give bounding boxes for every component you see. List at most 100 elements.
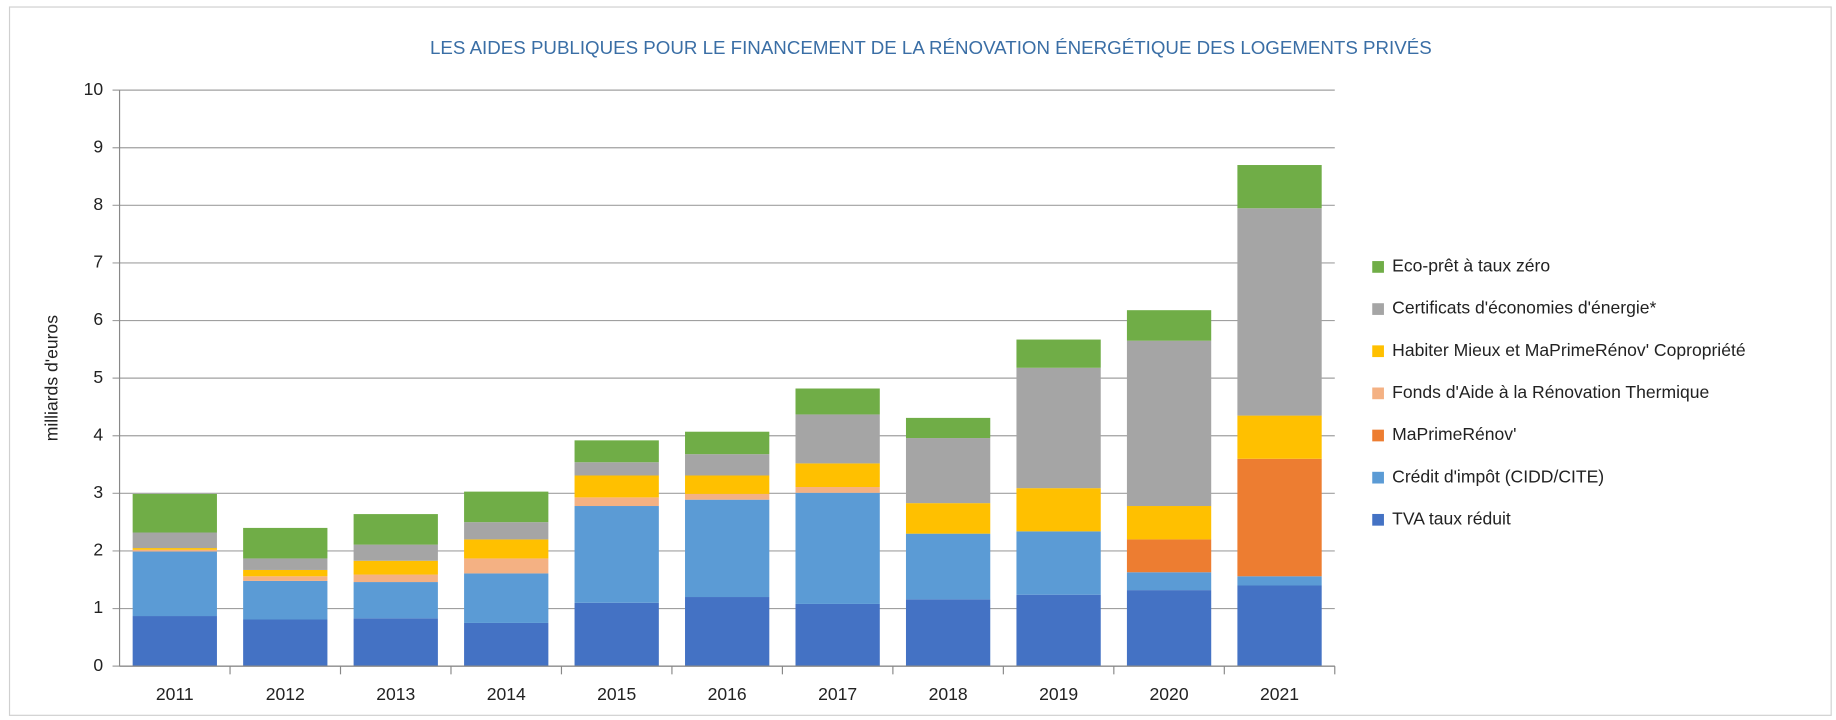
x-tick-label: 2012	[266, 684, 305, 704]
bar-segment	[685, 499, 770, 598]
bar-segment	[574, 602, 659, 667]
y-tick-label: 9	[93, 136, 103, 156]
bar-segment	[685, 493, 770, 500]
bar-segment	[1237, 165, 1322, 209]
bar-segment	[795, 414, 880, 464]
bar-segment	[574, 462, 659, 476]
bar-segment	[1126, 590, 1212, 667]
legend-label: Habiter Mieux et MaPrimeRénov' Coproprié…	[1392, 340, 1745, 360]
bar-segment	[685, 431, 770, 455]
x-tick-label: 2018	[929, 684, 968, 704]
bar-segment	[132, 549, 217, 552]
bar-segment	[132, 551, 217, 617]
bar-segment	[243, 576, 328, 581]
bar-segment	[1016, 594, 1101, 667]
bar-segment	[795, 487, 880, 493]
bar-segment	[353, 544, 438, 561]
bar-segment	[132, 616, 217, 667]
bar-segment	[243, 569, 328, 577]
y-tick-label: 7	[93, 252, 103, 272]
bar-segment	[353, 514, 438, 545]
bar-segment	[132, 548, 217, 550]
bar-segment	[464, 522, 549, 540]
bar-segment	[353, 560, 438, 575]
y-axis-label: milliards d'euros	[41, 315, 61, 441]
bar-segment	[905, 533, 991, 600]
bar-segment	[1126, 310, 1212, 341]
bar-segment	[574, 506, 659, 603]
bar-segment	[1237, 585, 1322, 667]
bar-segment	[795, 463, 880, 488]
x-tick-label: 2015	[597, 684, 636, 704]
bar-segment	[132, 493, 217, 533]
bar-segment	[905, 438, 991, 504]
y-tick-label: 0	[93, 655, 103, 675]
y-tick-label: 4	[93, 424, 103, 444]
bar-segment	[574, 440, 659, 463]
bar-segment	[1126, 539, 1212, 573]
x-tick-label: 2021	[1260, 684, 1299, 704]
legend-swatch	[1372, 471, 1384, 484]
legend-label: TVA taux réduit	[1392, 508, 1511, 528]
bar-segment	[905, 599, 991, 667]
bar-segment	[464, 573, 549, 623]
bar-segment	[464, 558, 549, 574]
bar-segment	[1126, 340, 1212, 507]
x-tick-label: 2016	[708, 684, 747, 704]
legend-label: Crédit d'impôt (CIDD/CITE)	[1392, 466, 1604, 486]
bar-segment	[464, 539, 549, 559]
x-tick-label: 2019	[1039, 684, 1078, 704]
y-tick-label: 2	[93, 540, 103, 560]
bar-segment	[1016, 488, 1101, 532]
legend-swatch	[1372, 345, 1384, 358]
bar-segment	[795, 603, 880, 667]
bar-segment	[685, 454, 770, 476]
x-tick-label: 2020	[1150, 684, 1189, 704]
bar-segment	[574, 497, 659, 507]
bar-segment	[1237, 458, 1322, 577]
y-tick-label: 6	[93, 309, 103, 329]
bar-segment	[685, 475, 770, 494]
bar-segment	[1237, 208, 1322, 416]
y-tick-label: 10	[84, 79, 104, 99]
legend-label: Eco-prêt à taux zéro	[1392, 256, 1550, 276]
bar-segment	[353, 574, 438, 583]
x-tick-label: 2014	[487, 684, 526, 704]
x-tick-label: 2011	[156, 684, 194, 704]
x-tick-label: 2013	[376, 684, 415, 704]
bar-segment	[1016, 339, 1101, 368]
bar-segment	[1126, 506, 1212, 540]
bar-segment	[353, 618, 438, 667]
legend-label: Certificats d'économies d'énergie*	[1392, 298, 1656, 318]
y-tick-label: 5	[93, 367, 103, 387]
legend-swatch	[1372, 513, 1384, 526]
bar-segment	[353, 582, 438, 619]
y-tick-label: 3	[93, 482, 103, 502]
bar-segment	[464, 622, 549, 667]
bar-segment	[905, 503, 991, 534]
bar-segment	[1126, 572, 1212, 591]
bar-segment	[1016, 367, 1101, 489]
bar-segment	[905, 417, 991, 439]
legend-swatch	[1372, 429, 1384, 442]
bar-segment	[243, 580, 328, 620]
bar-segment	[243, 619, 328, 667]
bar-segment	[1237, 576, 1322, 586]
bar-segment	[574, 475, 659, 498]
y-tick-label: 1	[93, 597, 103, 617]
bar-segment	[1237, 415, 1322, 459]
chart-border	[8, 6, 1832, 716]
bar-segment	[132, 532, 217, 549]
legend-label: Fonds d'Aide à la Rénovation Thermique	[1392, 382, 1709, 402]
chart-title: LES AIDES PUBLIQUES POUR LE FINANCEMENT …	[430, 37, 1432, 58]
x-tick-label: 2017	[818, 684, 857, 704]
bar-segment	[1016, 531, 1101, 595]
legend-swatch	[1372, 387, 1384, 400]
legend-label: MaPrimeRénov'	[1392, 424, 1516, 444]
bar-segment	[243, 527, 328, 559]
bar-segment	[795, 492, 880, 604]
bar-segment	[685, 597, 770, 667]
legend-swatch	[1372, 303, 1384, 315]
bar-segment	[243, 558, 328, 570]
